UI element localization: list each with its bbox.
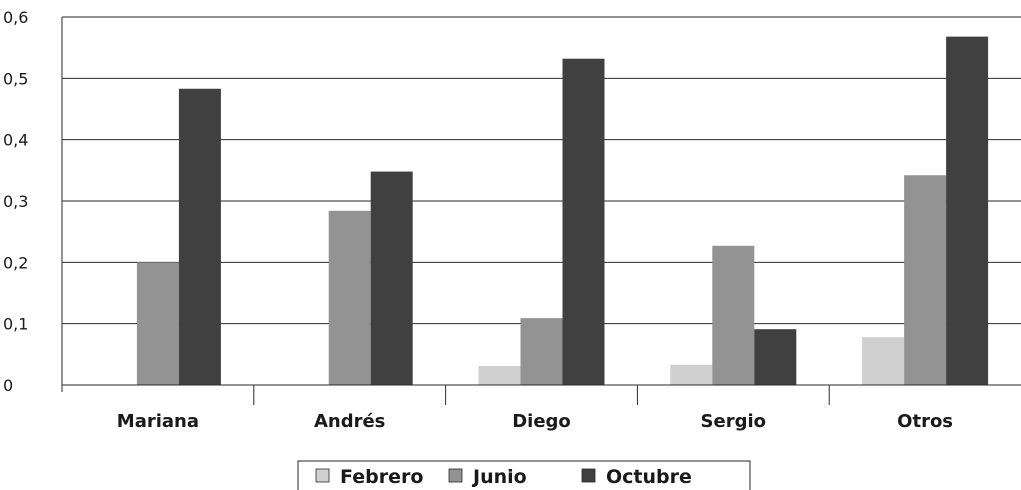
bar-junio-sergio — [712, 245, 755, 385]
category-label: Sergio — [701, 411, 766, 432]
legend-label-febrero: Febrero — [340, 466, 423, 488]
category-label: Otros — [897, 411, 953, 432]
y-tick-label: 0,5 — [3, 69, 28, 88]
legend-box — [297, 460, 751, 490]
axes — [61, 17, 1021, 405]
bar-febrero-otros — [862, 337, 905, 385]
legend-swatch-febrero — [315, 468, 330, 483]
gridlines — [62, 16, 1021, 325]
bar-junio-otros — [904, 175, 947, 385]
bar-junio-mariana — [136, 262, 179, 385]
y-tick-label: 0,2 — [3, 253, 28, 272]
category-label: Diego — [512, 411, 571, 432]
bar-junio-diego — [520, 318, 563, 385]
y-tick-label: 0,4 — [3, 131, 28, 150]
category-label: Mariana — [117, 411, 199, 432]
y-tick-label: 0,3 — [3, 192, 28, 211]
bar-octubre-andrés — [370, 171, 413, 385]
bar-febrero-sergio — [670, 364, 713, 385]
legend-label-junio: Junio — [471, 466, 527, 488]
legend-swatch-junio — [448, 468, 463, 483]
y-tick-label: 0,1 — [3, 315, 28, 334]
y-tick-label: 0 — [3, 376, 13, 395]
legend-swatch-octubre — [581, 468, 596, 483]
bar-febrero-diego — [478, 365, 521, 385]
y-tick-labels: 0 0,1 0,2 0,3 0,4 0,5 0,6 — [3, 8, 28, 395]
bar-octubre-diego — [562, 58, 605, 385]
bars — [136, 36, 989, 385]
bar-octubre-mariana — [178, 88, 221, 385]
y-tick-label: 0,6 — [3, 8, 28, 27]
legend-label-octubre: Octubre — [606, 466, 692, 488]
legend: Febrero Junio Octubre — [297, 460, 751, 490]
category-label: Andrés — [314, 411, 385, 432]
bar-octubre-otros — [946, 36, 989, 385]
category-labels: Mariana Andrés Diego Sergio Otros — [117, 411, 953, 432]
bar-junio-andrés — [328, 210, 371, 385]
bar-octubre-sergio — [754, 329, 797, 385]
